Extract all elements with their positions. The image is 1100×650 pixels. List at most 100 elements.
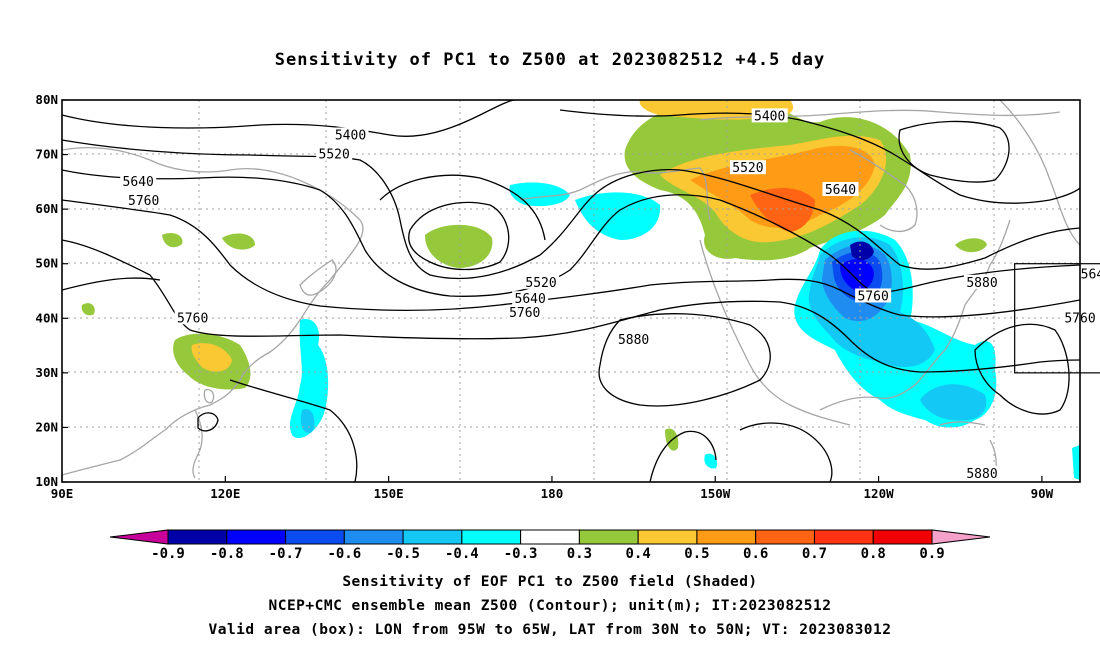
- caption-line-3: Valid area (box): LON from 95W to 65W, L…: [208, 622, 892, 638]
- colorbar-label: 0.7: [802, 546, 827, 562]
- negative-region-west-pacific-05: [300, 409, 315, 434]
- contour-label: 5520: [319, 148, 350, 163]
- contour-label: 5760: [177, 311, 208, 326]
- colorbar-swatch: [696, 529, 757, 545]
- contour-5520-pacific: [379, 174, 546, 241]
- caption-line-2: NCEP+CMC ensemble mean Z500 (Contour); u…: [268, 598, 832, 614]
- contour-5640-west: [62, 169, 1080, 297]
- negative-region-mid-pacific: [704, 453, 718, 469]
- coastline-asia: [62, 147, 364, 476]
- plot-frame: [61, 99, 1081, 483]
- colorbar-label: 0.8: [861, 546, 886, 562]
- negative-region-west-pacific: [289, 319, 329, 439]
- x-tick-label: 90W: [1031, 486, 1054, 501]
- colorbar-swatch: [755, 529, 815, 545]
- colorbar-swatch: [461, 529, 522, 545]
- x-axis-tick-labels: 90E 120E 150E 180 150W 120W 90W: [51, 476, 1054, 501]
- contour-5280: [898, 120, 1010, 183]
- contour-label-bg: [729, 160, 766, 175]
- contour-label-bg: [855, 288, 892, 303]
- coastline-greenland: [999, 100, 1080, 246]
- colorbar-label: 0.5: [684, 546, 709, 562]
- colorbar-label: 0.9: [919, 546, 944, 562]
- y-tick-label: 20N: [35, 419, 58, 434]
- contour-label-bg: [506, 304, 543, 319]
- y-tick-label: 80N: [35, 92, 58, 107]
- colorbar-swatch: [343, 529, 404, 545]
- y-tick-label: 70N: [35, 147, 58, 162]
- contour-label-bg: [512, 291, 549, 306]
- coastline-taiwan-philippines: [192, 389, 215, 479]
- colorbar-swatch: [872, 529, 933, 545]
- x-tick-label: 120E: [210, 486, 240, 501]
- contour-label-bg: [523, 274, 560, 289]
- contour-label-bg: [615, 332, 652, 347]
- contour-label: 5760: [128, 194, 159, 209]
- y-tick-label: 50N: [35, 256, 58, 271]
- y-tick-label: 60N: [35, 201, 58, 216]
- contour-low-box: [974, 323, 1070, 415]
- colorbar-swatch: [285, 529, 345, 545]
- contour-label-bg: [822, 182, 859, 197]
- colorbar: -0.9 -0.8 -0.7 -0.6 -0.5 -0.4 -0.3 0.3 0.4 0.5 0.6…: [109, 529, 991, 562]
- contour-label: 5640: [123, 175, 154, 190]
- z500-contours: [62, 100, 1080, 482]
- negative-region-atlantic-05: [920, 384, 987, 421]
- x-tick-label: 120W: [864, 486, 895, 501]
- y-tick-label: 10N: [35, 474, 58, 489]
- x-tick-label: 180: [541, 486, 564, 501]
- colorbar-swatch: [402, 529, 463, 545]
- coastline-hudson: [849, 149, 918, 233]
- map-title: Sensitivity of PC1 to Z500 at 2023082512…: [274, 50, 826, 70]
- negative-region-north-pacific: [509, 182, 570, 207]
- contour-label: 5640: [1081, 268, 1100, 283]
- contour-label: 5640: [825, 183, 856, 198]
- positive-region-kamchatka: [425, 224, 493, 268]
- caption-line-1: Sensitivity of EOF PC1 to Z500 field (Sh…: [342, 574, 758, 590]
- x-tick-label: 90E: [51, 486, 74, 501]
- contour-label-bg: [125, 192, 162, 207]
- positive-region-siberia-2: [222, 233, 255, 250]
- colorbar-label: -0.3: [504, 546, 538, 562]
- colorbar-swatch: [578, 529, 639, 545]
- colorbar-swatch: [637, 529, 698, 545]
- contour-labels: 5400552056405760576055205640576058805400…: [120, 108, 1100, 482]
- colorbar-label: -0.6: [327, 546, 361, 562]
- colorbar-swatch: [520, 529, 580, 545]
- contour-label: 5520: [525, 276, 556, 291]
- contour-label-bg: [751, 108, 788, 123]
- x-tick-label: 150E: [374, 486, 404, 501]
- contour-5880-main: [62, 239, 1080, 373]
- y-tick-label: 30N: [35, 365, 58, 380]
- coastline-north-america-west: [699, 239, 851, 426]
- negative-region-east-edge: [1072, 445, 1080, 480]
- positive-region-labrador: [955, 238, 987, 253]
- valid-area-box: [1014, 263, 1100, 374]
- contour-label-bg: [1078, 266, 1100, 281]
- contour-label-bg: [332, 127, 369, 142]
- positive-region-china-04: [191, 343, 232, 372]
- contour-label: 5520: [732, 161, 763, 176]
- negative-region-eastern-us-09: [850, 241, 874, 261]
- negative-region-bering: [575, 192, 661, 240]
- contour-label: 5640: [515, 292, 546, 307]
- colorbar-label: -0.5: [386, 546, 420, 562]
- colorbar-label: -0.8: [210, 546, 244, 562]
- contour-5880-subtropic: [62, 277, 161, 291]
- contour-label-bg: [174, 310, 211, 325]
- contour-5880-west-pacific: [229, 379, 358, 482]
- colorbar-swatch: [226, 529, 287, 545]
- contour-label: 5400: [335, 128, 366, 143]
- contour-5400-east: [559, 109, 1080, 204]
- contour-label: 5880: [618, 333, 649, 348]
- colorbar-max-arrow: [931, 529, 991, 545]
- contour-label-bg: [964, 274, 1001, 289]
- colorbar-label: -0.9: [151, 546, 185, 562]
- contour-label: 5880: [966, 276, 997, 291]
- sensitivity-shading: [81, 100, 1080, 480]
- positive-region-north-america-06: [750, 188, 815, 232]
- colorbar-min-arrow: [109, 529, 169, 545]
- colorbar-label: 0.3: [567, 546, 592, 562]
- coastline-alaska: [519, 167, 711, 221]
